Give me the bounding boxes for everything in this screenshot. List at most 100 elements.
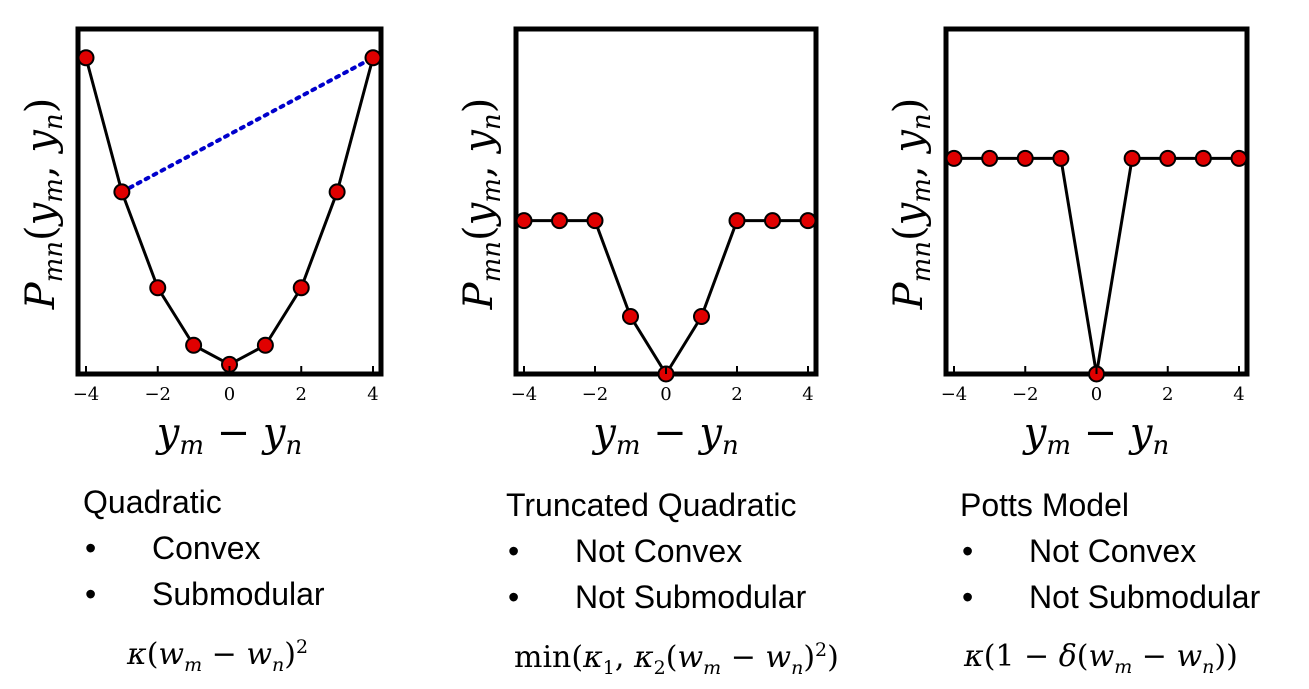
data-point <box>149 279 167 297</box>
delta-symbol: δ <box>1058 639 1077 674</box>
data-point <box>799 212 817 230</box>
data-point <box>328 183 346 201</box>
x-axis-label: ym − yn <box>591 410 739 461</box>
x-tick-label: 2 <box>731 384 742 405</box>
exponent: 2 <box>815 639 828 661</box>
quadratic-title: Quadratic <box>83 484 222 520</box>
data-point <box>113 183 131 201</box>
data-point <box>1052 149 1070 167</box>
data-point <box>551 212 568 230</box>
kappa-symbol: κ <box>964 639 984 674</box>
data-point <box>256 336 274 354</box>
property-label: Not Convex <box>1029 533 1197 569</box>
w-symbol: w <box>765 640 792 675</box>
list-item: • Not Convex <box>506 528 806 574</box>
kappa-symbol: κ <box>127 637 147 672</box>
x-tick-label: 2 <box>1162 384 1173 405</box>
x-tick-label: 0 <box>1091 384 1102 405</box>
data-point <box>945 149 963 167</box>
property-label: Not Submodular <box>575 579 807 615</box>
x-tick-label: 0 <box>660 384 671 405</box>
y-axis-label: Pmn(ym, yn) <box>886 98 937 311</box>
data-point <box>1159 149 1177 167</box>
data-point <box>515 212 533 230</box>
data-point <box>292 279 310 297</box>
quadratic-formula: κ(wm − wn)2 <box>127 636 309 676</box>
x-tick-label: −4 <box>73 384 100 405</box>
data-point <box>728 212 746 230</box>
series-line <box>524 219 808 376</box>
bullet-symbol: • <box>508 533 520 569</box>
subscript-n: n <box>791 657 804 679</box>
potts-model-description: Potts Model • Not Convex • Not Submodular <box>960 482 1260 620</box>
property-label: Convex <box>152 530 261 566</box>
x-tick-label: −2 <box>1012 384 1039 405</box>
plot-frame <box>513 26 819 377</box>
bullet-symbol: • <box>85 576 97 612</box>
list-item: • Submodular <box>83 571 325 617</box>
truncated-quadratic-panel: −4 −2 0 2 4 ym − yn Pmn(ym, yn) <box>456 26 819 461</box>
property-label: Not Convex <box>575 533 743 569</box>
data-point <box>693 308 710 325</box>
exponent: 2 <box>296 636 309 658</box>
x-tick-label: 2 <box>296 384 307 405</box>
x-tick-label: −4 <box>511 384 538 405</box>
kappa-symbol: κ <box>583 640 603 675</box>
convexity-chord <box>119 55 375 194</box>
data-point <box>1123 149 1141 167</box>
series-line <box>954 156 1239 376</box>
w-symbol: w <box>246 637 273 672</box>
subscript-n: n <box>272 654 285 676</box>
x-tick-label: −4 <box>941 384 968 405</box>
data-point <box>981 149 999 167</box>
w-symbol: w <box>1176 639 1203 674</box>
list-item: • Not Submodular <box>506 574 806 620</box>
y-axis-label: Pmn(ym, yn) <box>456 98 507 311</box>
truncated-quadratic-formula: min(κ1, κ2(wm − wn)2) <box>514 639 839 679</box>
subscript-n: n <box>1202 656 1215 678</box>
plot-frame <box>943 26 1250 377</box>
bullet-symbol: • <box>85 530 97 566</box>
data-point <box>364 49 382 67</box>
quadratic-panel: −4 −2 0 2 4 ym − yn Pmn(ym, yn) <box>18 26 384 461</box>
property-label: Not Submodular <box>1029 579 1261 615</box>
truncated-quadratic-title: Truncated Quadratic <box>506 487 797 523</box>
x-axis-label: ym − yn <box>155 410 303 461</box>
list-item: • Not Convex <box>960 528 1260 574</box>
w-symbol: w <box>1088 639 1115 674</box>
data-point <box>1230 149 1248 167</box>
x-tick-label: −2 <box>144 384 171 405</box>
data-point <box>185 336 203 354</box>
kappa-symbol: κ <box>633 640 654 675</box>
quadratic-description: Quadratic • Convex • Submodular <box>83 479 325 617</box>
property-label: Submodular <box>152 576 325 612</box>
subscript-2: 2 <box>653 657 666 679</box>
list-item: • Not Submodular <box>960 574 1260 620</box>
x-tick-label: 4 <box>802 384 813 405</box>
subscript-m: m <box>1114 656 1133 678</box>
w-symbol: w <box>677 640 704 675</box>
w-symbol: w <box>158 637 185 672</box>
x-tick-label: 4 <box>1233 384 1244 405</box>
data-point <box>622 308 639 325</box>
truncated-quadratic-description: Truncated Quadratic • Not Convex • Not Sub… <box>506 482 806 620</box>
data-point <box>586 212 604 230</box>
bullet-symbol: • <box>962 533 974 569</box>
data-point <box>764 212 781 230</box>
min-operator: min <box>514 640 572 675</box>
list-item: • Convex <box>83 525 325 571</box>
data-point <box>77 49 95 67</box>
x-axis-label: ym − yn <box>1022 410 1170 461</box>
subscript-1: 1 <box>602 657 615 679</box>
bullet-symbol: • <box>508 579 520 615</box>
y-axis-label: Pmn(ym, yn) <box>18 98 69 311</box>
data-point <box>1194 149 1212 167</box>
x-tick-label: 4 <box>367 384 378 405</box>
x-tick-label: −2 <box>582 384 609 405</box>
subscript-m: m <box>184 654 203 676</box>
plot-frame <box>75 26 384 377</box>
potts-model-formula: κ(1 − δ(wm − wn)) <box>964 639 1238 678</box>
bullet-symbol: • <box>962 579 974 615</box>
potts-model-title: Potts Model <box>960 487 1129 523</box>
